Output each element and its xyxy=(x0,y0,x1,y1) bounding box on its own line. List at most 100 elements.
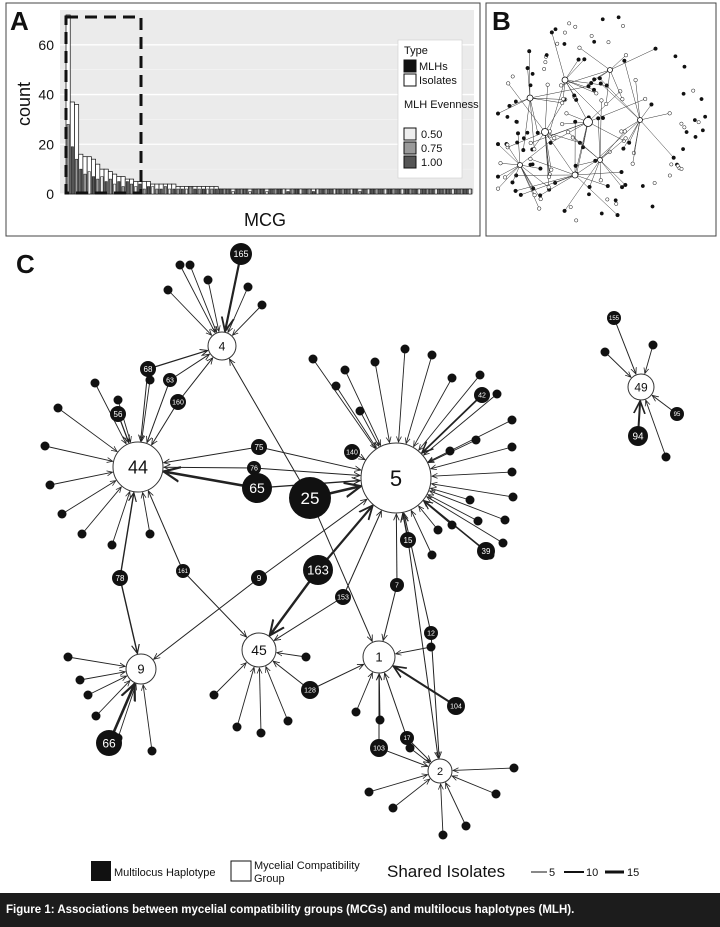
network-edge xyxy=(152,401,179,445)
network-edge xyxy=(179,264,215,333)
overview-node xyxy=(620,97,625,102)
overview-edge xyxy=(567,131,601,161)
panel-c-letter: C xyxy=(16,249,35,279)
mlh-node xyxy=(477,542,495,560)
overview-node xyxy=(623,136,628,141)
mlh-node-label: 42 xyxy=(478,393,486,400)
mlh-node xyxy=(400,344,410,354)
overview-node xyxy=(619,129,624,134)
bar-mlhs xyxy=(290,188,294,195)
overview-edge xyxy=(497,143,521,166)
network-edge xyxy=(335,385,376,448)
overview-node xyxy=(532,193,537,198)
mlh-node xyxy=(170,394,186,410)
overview-node xyxy=(679,121,684,126)
overview-edge xyxy=(635,80,641,121)
network-edge xyxy=(414,377,453,447)
bar-mlhs xyxy=(358,191,362,195)
mlh-node xyxy=(242,473,272,503)
bar-mlhs xyxy=(197,188,201,195)
mcg-node-label: 2 xyxy=(437,766,443,778)
network-edge xyxy=(385,673,408,739)
overview-node xyxy=(700,128,705,133)
overview-edge xyxy=(575,159,601,167)
bar-mlhs xyxy=(155,188,159,195)
overview-node xyxy=(573,119,578,124)
network-edge xyxy=(342,511,382,598)
overview-edge xyxy=(579,47,611,71)
mcg-node xyxy=(627,373,655,401)
network-edge xyxy=(164,472,258,490)
overview-node xyxy=(582,57,587,62)
overview-edge xyxy=(609,69,623,100)
network-edge xyxy=(182,570,247,637)
figure-canvas: A 0 20 40 60 count MCG Type MLHs Isolates M… xyxy=(5,2,717,885)
network-edge xyxy=(645,344,654,374)
mlh-node xyxy=(45,480,55,490)
overview-node xyxy=(559,83,564,88)
overview-node xyxy=(596,116,601,121)
mlh-node xyxy=(344,444,360,460)
mlh-node xyxy=(96,730,122,756)
overview-edge xyxy=(512,164,521,183)
overview-node xyxy=(652,181,657,185)
overview-edge xyxy=(519,164,540,209)
bar-mlhs xyxy=(87,171,91,195)
overview-edge xyxy=(587,121,624,141)
overview-node xyxy=(605,197,610,202)
overview-node xyxy=(640,184,645,188)
network-edge xyxy=(167,289,212,335)
mlh-node xyxy=(607,311,621,325)
bar-mlhs xyxy=(223,188,227,195)
overview-node xyxy=(679,166,684,171)
overview-node xyxy=(525,130,530,135)
mlh-node-label: 104 xyxy=(450,704,462,711)
bar-mlhs xyxy=(371,188,375,195)
mcg-node-label: 9 xyxy=(137,662,144,677)
overview-node xyxy=(616,15,621,20)
overview-node xyxy=(653,46,658,51)
bar-mlhs xyxy=(447,188,451,195)
bar-mlhs xyxy=(333,188,336,195)
overview-node xyxy=(495,111,501,116)
bar-mlhs xyxy=(459,188,463,195)
network-nodes: 1656863160567576652514042153916391617815… xyxy=(40,243,684,840)
overview-node xyxy=(510,74,515,79)
network-edge xyxy=(374,361,390,443)
overview-node xyxy=(562,42,567,46)
mlh-node-label: 161 xyxy=(178,569,189,575)
overview-node xyxy=(532,147,537,152)
mlh-node xyxy=(40,441,50,451)
overview-node xyxy=(615,213,620,218)
network-edge xyxy=(119,577,137,653)
overview-node xyxy=(613,198,618,203)
overview-node xyxy=(528,162,533,167)
network-edge xyxy=(359,410,379,446)
overview-node xyxy=(515,131,521,136)
mlh-node xyxy=(447,697,465,715)
mlh-node xyxy=(331,381,341,391)
mlh-node xyxy=(628,426,648,446)
mlh-node-label: 66 xyxy=(102,736,116,750)
mlh-node xyxy=(375,715,385,725)
bar-mlhs xyxy=(79,168,83,195)
legend-100-label: 1.00 xyxy=(421,157,442,169)
overview-node xyxy=(561,96,566,102)
mlh-node-label: 103 xyxy=(373,746,385,753)
network-edge xyxy=(277,653,307,658)
network-edge xyxy=(67,656,125,666)
overview-node xyxy=(535,130,540,135)
mlh-node-label: 15 xyxy=(404,536,413,545)
bar-mlhs xyxy=(248,191,252,195)
bar-mlhs xyxy=(206,188,210,195)
network-edge xyxy=(445,783,467,827)
mlh-node xyxy=(209,690,219,700)
mlh-node-label: 128 xyxy=(304,688,316,695)
mlh-node xyxy=(63,652,73,662)
overview-node xyxy=(591,87,597,92)
bar-mlhs xyxy=(252,188,256,195)
mlh-node xyxy=(474,387,490,403)
bar-mlhs xyxy=(176,188,180,195)
bar-mlhs xyxy=(202,188,205,195)
overview-hub xyxy=(526,94,534,102)
